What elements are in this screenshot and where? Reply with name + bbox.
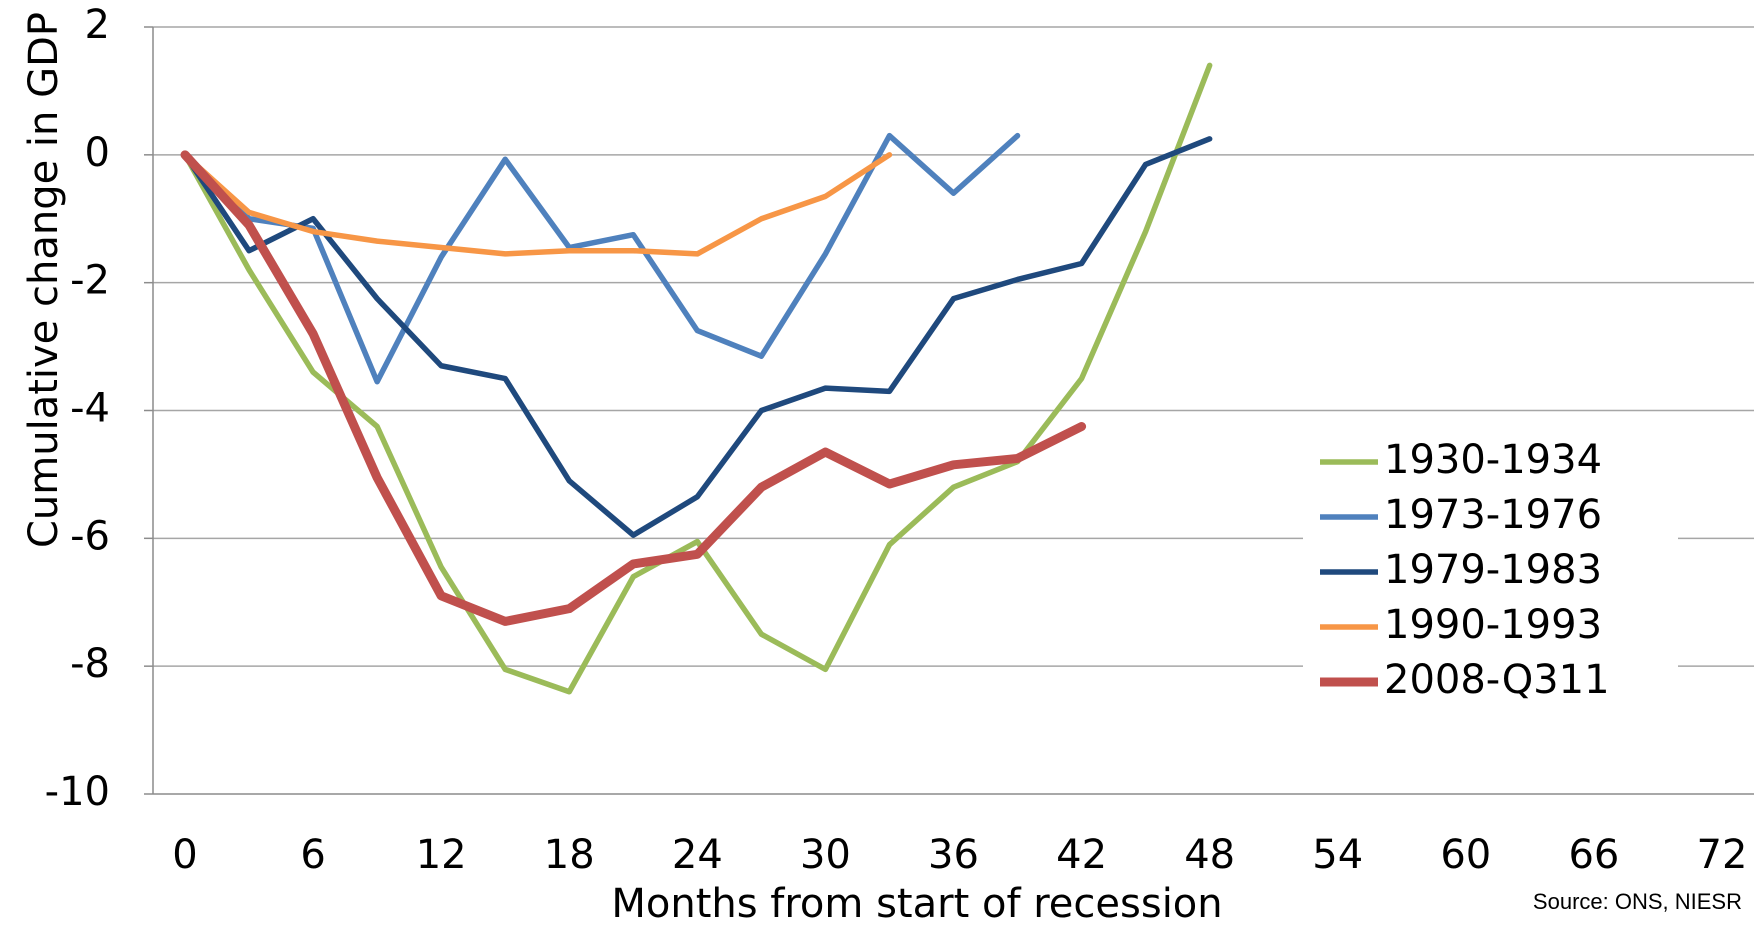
source-note: Source: ONS, NIESR: [1533, 889, 1742, 914]
x-tick-label: 0: [172, 832, 197, 878]
legend-label: 1990-1993: [1384, 602, 1602, 648]
x-tick-label: 12: [416, 832, 467, 878]
series-line: [182, 132, 1021, 385]
y-tick-label: -8: [70, 641, 110, 687]
x-axis-title: Months from start of recession: [611, 881, 1222, 927]
series-line: [182, 62, 1213, 695]
y-tick-label: -4: [70, 386, 110, 432]
x-tick-label: 60: [1440, 832, 1491, 878]
x-tick-label: 18: [544, 832, 595, 878]
y-tick-label: 0: [85, 130, 110, 176]
series-line: [182, 152, 893, 257]
x-tick-label: 42: [1056, 832, 1107, 878]
x-tick-label: 30: [800, 832, 851, 878]
x-tick-label: 24: [672, 832, 723, 878]
y-axis-title: Cumulative change in GDP: [21, 12, 67, 548]
y-tick-label: -10: [45, 769, 110, 815]
x-tick-label: 6: [300, 832, 325, 878]
x-tick-label: 66: [1568, 832, 1619, 878]
series-line: [180, 150, 1087, 626]
legend-label: 2008-Q311: [1384, 657, 1610, 703]
y-tick-label: -2: [70, 258, 110, 304]
legend-label: 1973-1976: [1384, 492, 1602, 538]
legend-label: 1979-1983: [1384, 547, 1602, 593]
x-tick-label: 48: [1184, 832, 1235, 878]
x-tick-label: 36: [928, 832, 979, 878]
y-tick-label: 2: [85, 2, 110, 48]
x-tick-label: 72: [1697, 832, 1748, 878]
series-line: [182, 136, 1213, 538]
x-tick-label: 54: [1312, 832, 1363, 878]
legend-label: 1930-1934: [1384, 437, 1602, 483]
y-tick-label: -6: [70, 513, 110, 559]
